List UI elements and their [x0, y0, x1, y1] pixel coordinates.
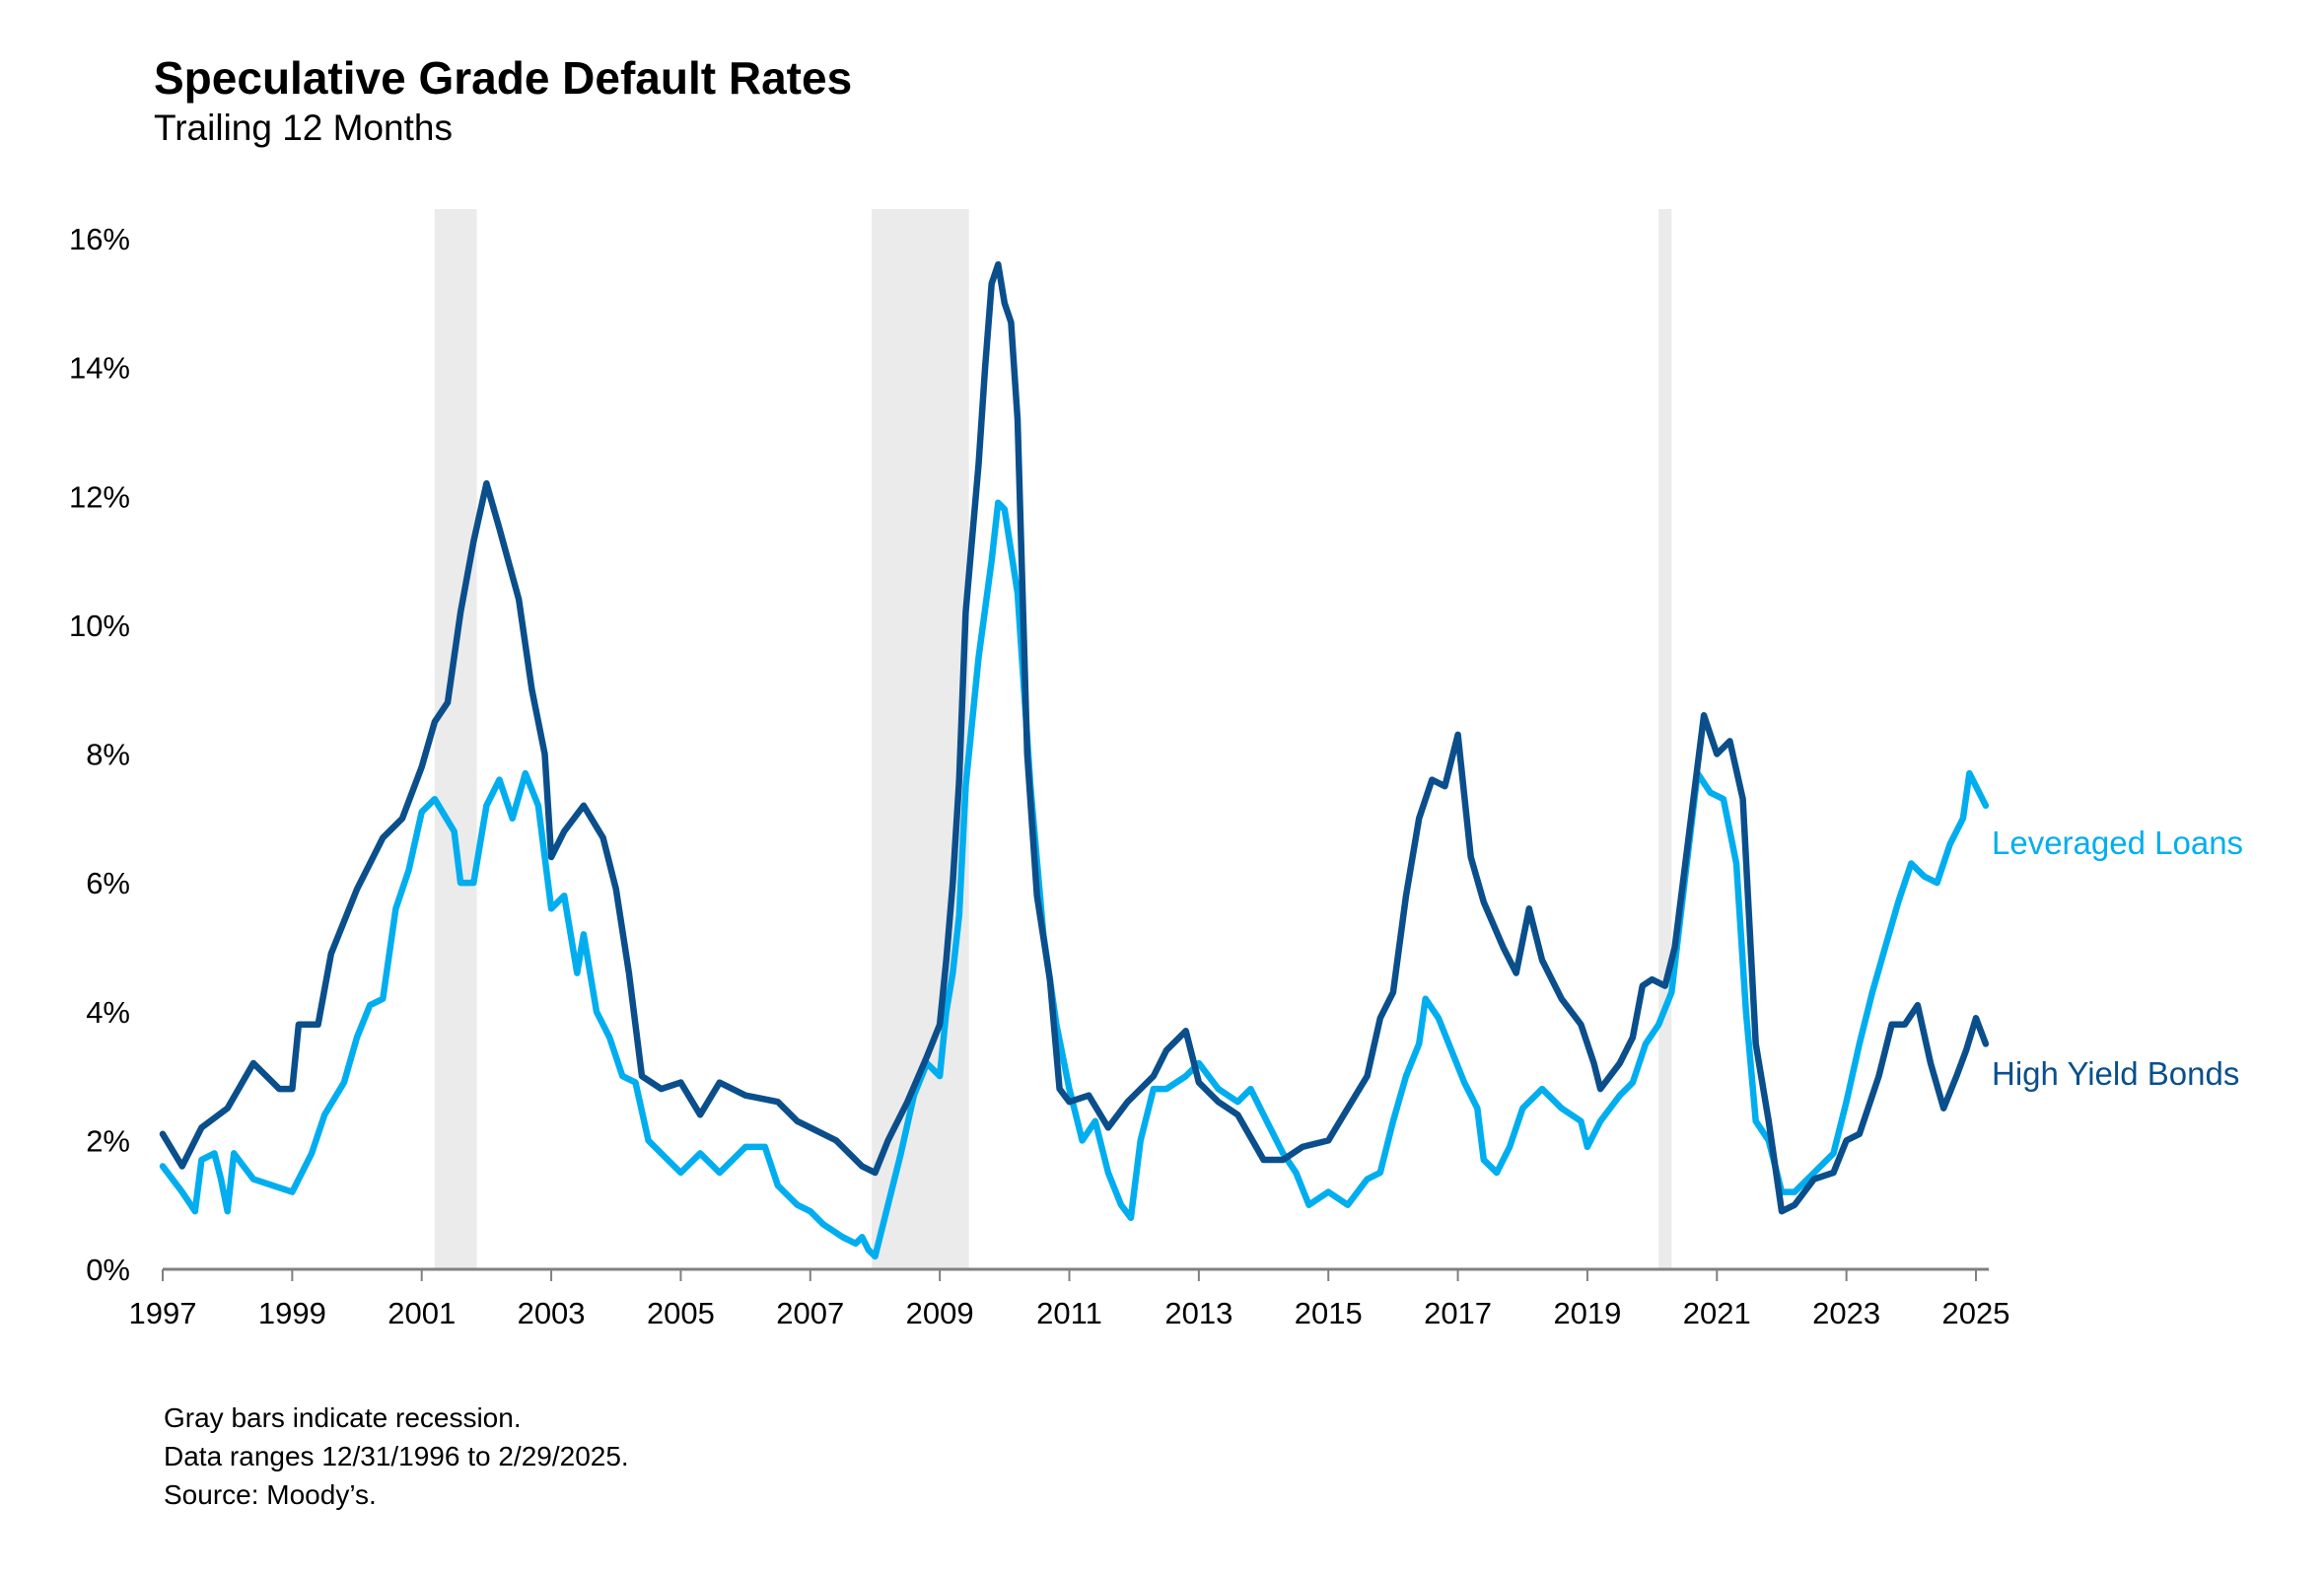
- legend-label-leveraged-loans: Leveraged Loans: [1992, 825, 2243, 861]
- x-tick-label: 1997: [129, 1296, 197, 1330]
- footnote-recession: Gray bars indicate recession.: [164, 1402, 522, 1433]
- x-tick-label: 2021: [1683, 1296, 1751, 1330]
- recession-bar: [1658, 209, 1672, 1269]
- y-tick-label: 12%: [69, 479, 130, 514]
- x-tick-label: 2009: [906, 1296, 974, 1330]
- y-tick-label: 2%: [86, 1123, 130, 1158]
- recession-bars: [434, 209, 1672, 1269]
- series-lines: [159, 260, 1990, 1260]
- x-tick-label: 2015: [1295, 1296, 1363, 1330]
- legend-label-high-yield-bonds: High Yield Bonds: [1992, 1055, 2239, 1092]
- y-tick-label: 8%: [86, 738, 130, 772]
- x-tick-label: 1999: [258, 1296, 326, 1330]
- x-tick-label: 2013: [1164, 1296, 1232, 1330]
- chart-subtitle: Trailing 12 Months: [154, 108, 453, 148]
- x-tick-label: 2005: [647, 1296, 715, 1330]
- axes: 0% 2% 4% 6% 8% 10% 12% 14% 16% 1997 1999 2001 2003 20…: [69, 222, 2010, 1330]
- x-tick-label: 2019: [1553, 1296, 1621, 1330]
- recession-bar: [872, 209, 969, 1269]
- y-tick-label: 4%: [86, 995, 130, 1030]
- x-tick-label: 2017: [1424, 1296, 1492, 1330]
- y-tick-label: 10%: [69, 609, 130, 643]
- x-tick-label: 2001: [387, 1296, 456, 1330]
- chart-title: Speculative Grade Default Rates: [154, 52, 852, 104]
- recession-bar: [434, 209, 477, 1269]
- y-tick-label: 0%: [86, 1253, 130, 1287]
- y-tick-label: 14%: [69, 351, 130, 386]
- y-tick-label: 16%: [69, 222, 130, 256]
- x-tick-label: 2023: [1812, 1296, 1880, 1330]
- series-line-high-yield: [159, 260, 1990, 1215]
- x-tick-label: 2011: [1036, 1296, 1102, 1330]
- footnote-source: Source: Moody’s.: [164, 1479, 377, 1510]
- x-tick-label: 2007: [776, 1296, 844, 1330]
- y-tick-label: 6%: [86, 866, 130, 900]
- x-tick-label: 2025: [1942, 1296, 2010, 1330]
- footnote-date-range: Data ranges 12/31/1996 to 2/29/2025.: [164, 1441, 629, 1471]
- x-tick-label: 2003: [518, 1296, 586, 1330]
